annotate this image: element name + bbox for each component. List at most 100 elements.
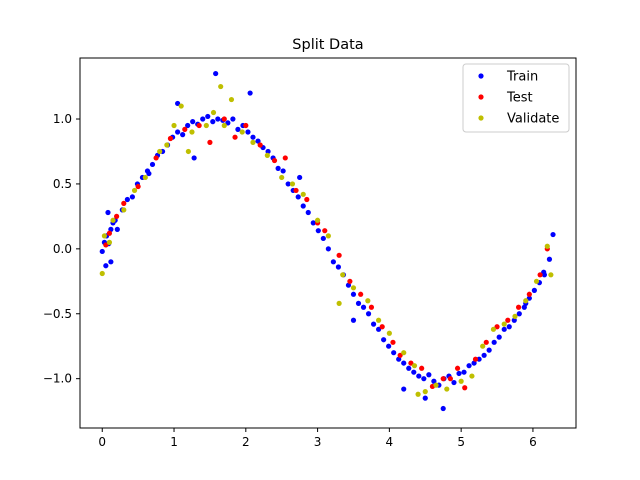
data-point (471, 360, 477, 366)
data-point (546, 256, 553, 262)
data-point (376, 317, 382, 323)
data-point (325, 246, 331, 252)
data-point (129, 194, 135, 200)
data-point (494, 324, 500, 330)
data-point (458, 378, 464, 384)
data-point (190, 119, 196, 125)
legend-box (462, 63, 570, 133)
data-point (215, 116, 221, 122)
data-point (501, 326, 507, 332)
data-point (105, 209, 111, 216)
data-point (544, 243, 550, 249)
data-point (541, 269, 547, 275)
data-point (185, 122, 191, 129)
data-point (397, 352, 403, 358)
y-tick-label: 0.5 (53, 177, 72, 191)
data-point (511, 317, 517, 323)
data-point (476, 356, 482, 362)
data-point (131, 187, 138, 194)
data-point (360, 304, 367, 310)
data-point (101, 233, 108, 239)
data-point (210, 119, 216, 125)
data-point (108, 259, 114, 265)
data-point (153, 155, 159, 161)
data-point (293, 187, 299, 194)
data-point (486, 347, 492, 353)
data-point (121, 200, 127, 206)
data-point (526, 295, 532, 301)
points-layer (99, 70, 556, 412)
data-point (491, 339, 497, 345)
data-point (171, 122, 177, 129)
data-point (230, 116, 236, 122)
data-point (218, 83, 224, 90)
y-tick-label: −1.0 (43, 372, 72, 386)
data-point (454, 365, 461, 371)
x-tick-label: 0 (98, 435, 106, 449)
data-point (411, 363, 418, 369)
y-tick-label: −0.5 (43, 307, 72, 321)
data-point (358, 291, 364, 297)
data-point (121, 207, 127, 213)
data-point (185, 148, 191, 155)
data-point (526, 291, 532, 297)
data-point (142, 174, 148, 181)
data-point (279, 174, 285, 181)
data-point (422, 389, 428, 395)
data-point (330, 259, 336, 265)
data-point (490, 326, 497, 332)
data-point (408, 360, 414, 366)
data-point (265, 148, 271, 155)
data-point (461, 369, 467, 375)
data-point (376, 326, 382, 332)
data-point (182, 126, 188, 132)
data-point (164, 142, 170, 148)
data-point (275, 165, 281, 171)
x-tick-label: 2 (242, 435, 250, 449)
data-point (466, 363, 472, 369)
data-point (322, 228, 328, 234)
data-point (481, 352, 487, 358)
data-point (386, 330, 392, 336)
data-point (496, 334, 502, 340)
data-point (110, 217, 116, 223)
data-point (320, 235, 326, 242)
data-point (247, 90, 253, 96)
data-point (250, 134, 256, 140)
data-point (255, 138, 261, 144)
data-point (347, 278, 353, 284)
data-point (516, 311, 522, 317)
data-point (228, 96, 235, 103)
data-point (232, 134, 238, 140)
data-point (191, 155, 197, 161)
data-point (390, 339, 396, 345)
data-point (196, 122, 202, 129)
data-point (379, 324, 385, 330)
data-point (282, 155, 288, 161)
data-point (250, 139, 256, 145)
data-point (501, 321, 507, 327)
data-point (451, 379, 457, 386)
data-point (114, 226, 120, 232)
data-point (189, 129, 195, 135)
data-point (350, 317, 357, 323)
data-point (386, 343, 392, 349)
data-point (146, 170, 152, 177)
data-point (340, 272, 346, 278)
data-point (271, 157, 278, 164)
legend-marker-test (478, 94, 484, 100)
data-point (431, 378, 437, 384)
data-point (512, 313, 518, 319)
data-point (297, 174, 303, 181)
data-point (106, 239, 113, 245)
data-point (401, 386, 407, 392)
data-point (548, 272, 554, 278)
data-point (175, 100, 181, 107)
data-point (456, 370, 462, 377)
y-tick-label: 1.0 (53, 112, 72, 126)
axes-frame (79, 57, 577, 429)
data-point (106, 230, 113, 236)
data-point (336, 252, 342, 258)
data-point (305, 209, 311, 216)
